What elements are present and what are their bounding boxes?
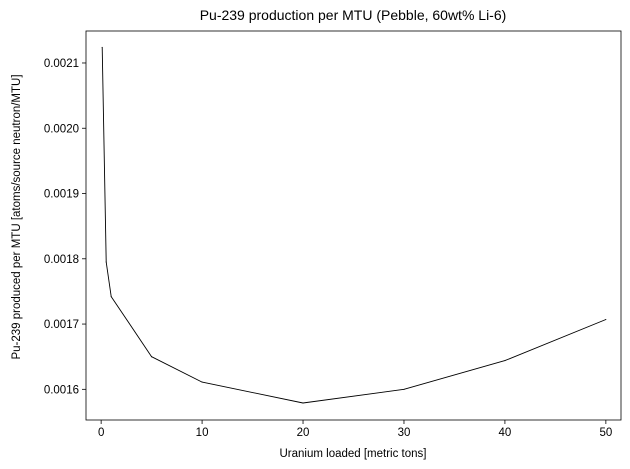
data-point <box>201 381 203 383</box>
y-tick-label: 0.0020 <box>44 123 79 135</box>
x-tick-label: 50 <box>599 427 612 439</box>
x-axis-label: Uranium loaded [metric tons] <box>279 448 426 460</box>
y-tick-label: 0.0021 <box>44 58 79 70</box>
plot-area-frame <box>85 30 622 421</box>
y-tick-label: 0.0018 <box>44 254 79 266</box>
axis-ticks: 0 10 20 30 40 50 0.0016 0.0017 0.0018 0.0019 0.002… <box>44 58 612 439</box>
data-point <box>504 360 506 362</box>
data-series <box>101 46 607 404</box>
data-point <box>151 356 153 358</box>
x-tick-label: 20 <box>297 427 310 439</box>
x-tick-label: 0 <box>98 427 104 439</box>
series-line <box>101 47 607 404</box>
data-point <box>403 388 405 390</box>
y-axis-label: Pu-239 produced per MTU [atoms/source ne… <box>11 74 23 359</box>
data-point <box>105 261 107 263</box>
data-point <box>110 296 112 298</box>
y-tick-label: 0.0016 <box>44 384 79 396</box>
data-point <box>302 402 304 404</box>
y-tick-label: 0.0017 <box>44 319 79 331</box>
chart-title: Pu-239 production per MTU (Pebble, 60wt%… <box>200 7 507 23</box>
data-point <box>605 318 607 320</box>
x-tick-label: 10 <box>196 427 209 439</box>
y-tick-label: 0.0019 <box>44 189 79 201</box>
x-tick-label: 40 <box>499 427 512 439</box>
data-point <box>101 46 103 48</box>
x-tick-label: 30 <box>398 427 411 439</box>
